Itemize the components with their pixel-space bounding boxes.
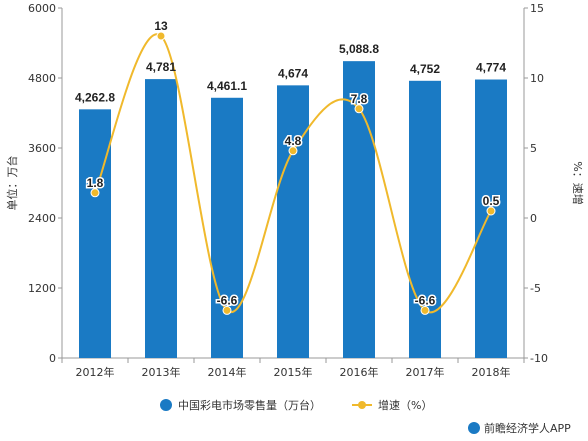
bar-value-label: 4,262.8	[75, 90, 115, 104]
bar-value-label: 4,774	[476, 61, 506, 75]
labels-layer: 4,262.8 4,781 4,461.1 4,674 5,088.8 4,752 4,77…	[75, 18, 506, 309]
y-left-tick-label: 2400	[28, 212, 56, 225]
growth-point	[288, 146, 298, 156]
growth-value-label: 1.8	[87, 176, 104, 190]
growth-point	[222, 305, 232, 315]
y-left-tick-label: 1200	[28, 282, 56, 295]
legend-label-retail: 中国彩电市场零售量（万台）	[178, 398, 321, 412]
y-left-tick-label: 4800	[28, 72, 56, 85]
y-right-tick-label: 15	[530, 2, 544, 15]
x-tick-label: 2014年	[208, 365, 247, 379]
bar-value-label: 4,752	[410, 62, 440, 76]
growth-value-label: 4.8	[285, 134, 302, 148]
legend-swatch-retail	[160, 399, 172, 411]
y-axis-right-title: %：速增	[571, 161, 585, 204]
x-tick-label: 2016年	[340, 365, 379, 379]
growth-point	[156, 31, 166, 41]
footer: 前瞻经济学人APP	[468, 421, 571, 435]
legend-label-growth: 增速（%）	[378, 398, 432, 412]
growth-point	[90, 188, 100, 198]
y-right-tick-label: 0	[530, 212, 537, 225]
bar-value-label: 4,461.1	[207, 79, 247, 93]
x-tick-label: 2013年	[142, 365, 181, 379]
y-left-tick-label: 0	[49, 352, 56, 365]
growth-point	[420, 305, 430, 315]
x-tick-label: 2015年	[274, 365, 313, 379]
y-left-tick-label: 6000	[28, 2, 56, 15]
bar-value-label: 4,674	[278, 66, 308, 80]
growth-point	[354, 104, 364, 114]
y-axis-left-title: 单位：万台	[5, 156, 19, 211]
growth-value-label: -6.6	[217, 293, 238, 307]
bar	[145, 79, 177, 358]
y-right-tick-label: -10	[530, 352, 548, 365]
qianzhan-logo-icon	[468, 422, 480, 434]
y-right-tick-label: 10	[530, 72, 544, 85]
bar	[277, 85, 309, 358]
x-tick-label: 2012年	[76, 365, 115, 379]
growth-value-label: 7.8	[351, 92, 368, 106]
bar-value-label: 4,781	[146, 60, 176, 74]
bar	[409, 80, 441, 359]
bar	[211, 97, 243, 358]
bar-value-label: 5,088.8	[339, 42, 379, 56]
x-tick-label: 2017年	[406, 365, 445, 379]
growth-point	[486, 206, 496, 216]
y-right-tick-label: 5	[530, 142, 537, 155]
y-left-tick-label: 3600	[28, 142, 56, 155]
growth-value-label: -6.6	[415, 293, 436, 307]
bar	[475, 79, 507, 359]
x-tick-label: 2018年	[472, 365, 511, 379]
bars-layer	[79, 61, 507, 359]
bar	[79, 109, 111, 358]
footer-source: 前瞻经济学人APP	[484, 421, 571, 435]
growth-value-label: 13	[154, 19, 168, 33]
line-layer	[90, 31, 496, 315]
legend: 中国彩电市场零售量（万台） 增速（%）	[160, 398, 432, 412]
legend-swatch-growth	[358, 401, 366, 409]
growth-value-label: 0.5	[483, 194, 500, 208]
axes-layer: 0 1200 2400 3600 4800 6000 -10 -5 0 5 10 15 2012年 201…	[5, 2, 585, 379]
y-right-tick-label: -5	[530, 282, 541, 295]
